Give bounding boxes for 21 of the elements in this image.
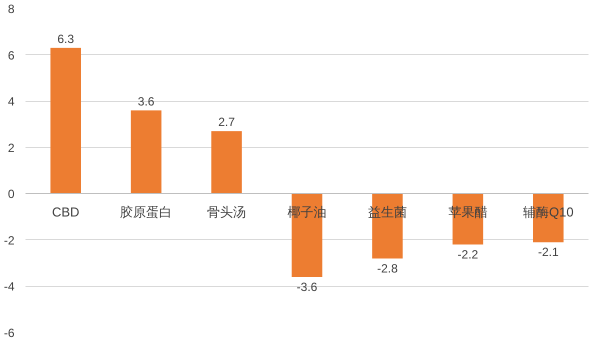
bar — [50, 48, 81, 194]
data-label: 6.3 — [57, 32, 74, 46]
y-tick-label: 2 — [8, 140, 15, 155]
data-label: -2.8 — [377, 261, 398, 276]
data-label: -2.2 — [458, 248, 479, 262]
data-label: 3.6 — [138, 94, 155, 108]
y-tick-label: 0 — [8, 187, 15, 202]
x-tick-label: CBD — [52, 204, 80, 220]
y-tick-label: -4 — [4, 280, 15, 294]
bar — [211, 131, 242, 194]
data-label: -3.6 — [296, 280, 318, 294]
x-tick-label: 骨头汤 — [207, 204, 246, 220]
data-label: 2.7 — [218, 115, 236, 130]
data-label: -2.1 — [538, 245, 559, 260]
bar — [130, 110, 162, 194]
y-tick-label: 8 — [8, 2, 15, 16]
y-tick-label: 6 — [8, 48, 15, 62]
y-tick-label: -6 — [4, 326, 15, 340]
y-tick-label: 4 — [8, 94, 15, 109]
x-tick-label: 胶原蛋白 — [120, 204, 172, 220]
y-tick-label: -2 — [4, 233, 15, 248]
